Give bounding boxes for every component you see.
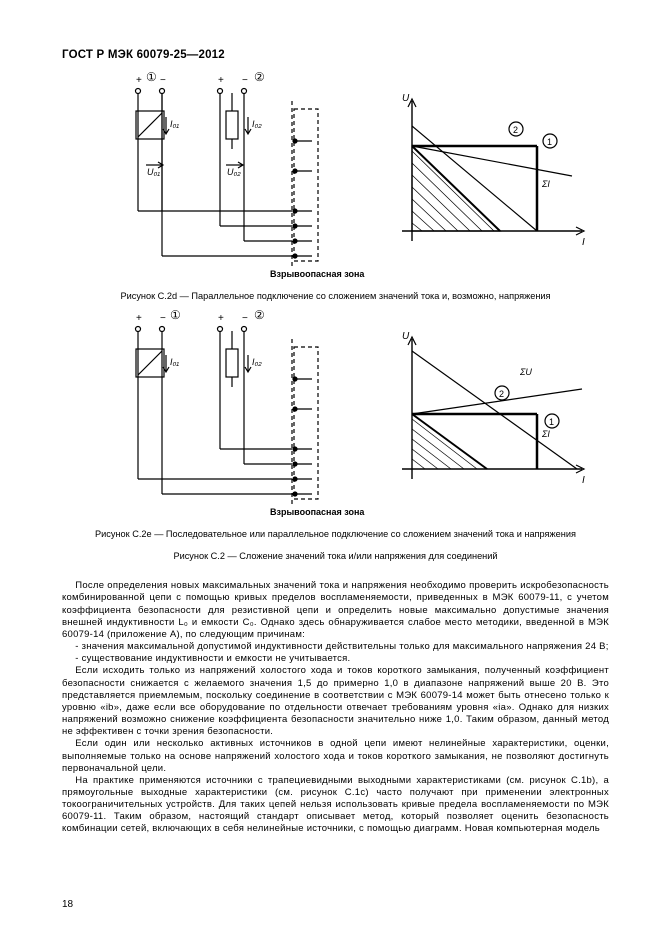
- svg-text:1: 1: [547, 137, 552, 147]
- svg-text:+: +: [136, 313, 142, 324]
- svg-text:+: +: [218, 75, 224, 86]
- body-text: После определения новых максимальных зна…: [62, 580, 609, 835]
- caption-c2e: Рисунок С.2e — Последовательное или пара…: [62, 529, 609, 541]
- svg-text:Взрывоопасная зона: Взрывоопасная зона: [270, 269, 365, 279]
- page-number: 18: [62, 899, 73, 912]
- svg-text:−: −: [242, 75, 248, 86]
- svg-text:2: 2: [513, 125, 518, 135]
- svg-text:U₀₂: U₀₂: [227, 167, 241, 177]
- svg-text:I: I: [582, 237, 585, 248]
- paragraph-1: После определения новых максимальных зна…: [62, 580, 609, 641]
- svg-text:U: U: [402, 331, 410, 342]
- svg-text:ΣU: ΣU: [519, 367, 532, 377]
- svg-text:1: 1: [549, 417, 554, 427]
- svg-text:I₀₁: I₀₁: [170, 119, 179, 129]
- svg-text:−: −: [160, 313, 166, 324]
- paragraph-6: На практике применяются источники с трап…: [62, 775, 609, 836]
- figure-c2d: + − I₀₁ U₀₁ ① + −: [62, 71, 609, 303]
- paragraph-2: - значения максимальной допустимой индук…: [62, 641, 609, 653]
- svg-text:+: +: [136, 75, 142, 86]
- svg-text:ΣI: ΣI: [541, 429, 550, 439]
- svg-text:②: ②: [254, 309, 265, 322]
- svg-text:I₀₁: I₀₁: [170, 357, 179, 367]
- figure-c2e: + − I₀₁ ① + − I₀: [62, 309, 609, 541]
- svg-text:U: U: [402, 93, 410, 104]
- svg-text:2: 2: [499, 389, 504, 399]
- svg-text:②: ②: [254, 71, 265, 84]
- paragraph-4: Если исходить только из напряжений холос…: [62, 665, 609, 738]
- svg-text:+: +: [218, 313, 224, 324]
- document-header: ГОСТ Р МЭК 60079-25—2012: [62, 48, 609, 63]
- svg-text:−: −: [160, 75, 166, 86]
- svg-text:I₀₂: I₀₂: [252, 357, 262, 367]
- page: ГОСТ Р МЭК 60079-25—2012 + − I₀₁: [0, 0, 661, 936]
- caption-c2d: Рисунок С.2d — Параллельное подключение …: [62, 291, 609, 303]
- svg-text:I: I: [582, 475, 585, 486]
- svg-text:①: ①: [170, 309, 181, 322]
- svg-text:①: ①: [146, 71, 157, 84]
- paragraph-5: Если один или несколько активных источни…: [62, 738, 609, 774]
- svg-text:ΣI: ΣI: [541, 179, 550, 189]
- svg-text:I₀₂: I₀₂: [252, 119, 262, 129]
- svg-text:Взрывоопасная зона: Взрывоопасная зона: [270, 507, 365, 517]
- caption-c2: Рисунок С.2 — Сложение значений тока и/и…: [62, 551, 609, 563]
- svg-text:−: −: [242, 313, 248, 324]
- paragraph-3: - существование индуктивности и емкости …: [62, 653, 609, 665]
- svg-text:U₀₁: U₀₁: [147, 167, 160, 177]
